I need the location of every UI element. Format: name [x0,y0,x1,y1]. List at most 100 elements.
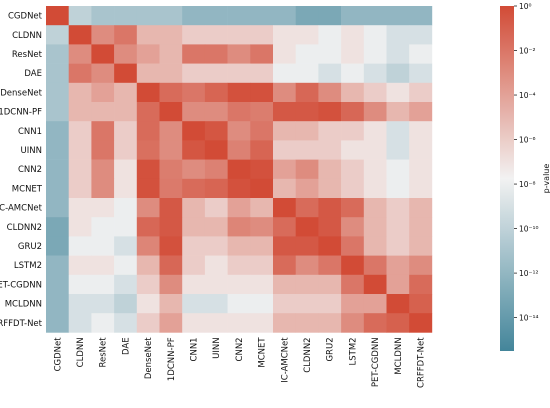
heatmap-cell [68,63,92,84]
heatmap-cell [68,274,92,295]
heatmap-cell [363,236,387,256]
heatmap-cell [136,255,160,276]
heatmap-cell [295,6,319,26]
heatmap-cell [136,198,160,218]
heatmap-cell [68,6,92,26]
heatmap-cell [409,121,433,141]
heatmap-cell [250,178,274,199]
heatmap-cell [68,159,92,180]
heatmap-cell [386,159,410,180]
heatmap-cell [273,82,296,103]
heatmap-cell [363,82,387,103]
heatmap-cell [318,102,342,122]
heatmap-cell [182,25,206,45]
heatmap-cell [273,313,296,333]
heatmap-cell [341,294,365,314]
heatmap-cell [46,140,69,160]
heatmap-cell [250,44,274,64]
heatmap-cell [227,178,251,199]
heatmap-cell [136,236,160,256]
heatmap-cell [273,159,296,180]
heatmap-cell [318,25,342,45]
column-label: LSTM2 [348,337,358,365]
heatmap-cell [250,255,274,276]
heatmap-cell [68,198,92,218]
heatmap-cell [68,313,92,333]
heatmap-cell [182,217,206,237]
heatmap-cell [386,294,410,314]
heatmap-cell [273,121,296,141]
heatmap-cell [363,198,387,218]
heatmap-cell [227,121,251,141]
heatmap-cell [182,140,206,160]
column-label: CNN1 [190,337,200,361]
column-label: CRFFDT-Net [417,337,427,388]
heatmap-cell [91,236,115,256]
heatmap-cell [182,198,206,218]
heatmap-cell [159,44,183,64]
column-labels: CGDNet CLDNN ResNet DAE DenseNet 1DCNN-PF CNN1… [53,337,426,388]
row-label: LSTM2 [14,261,42,271]
heatmap-cell [91,140,115,160]
heatmap-cell [363,255,387,276]
heatmap-cell [409,255,433,276]
heatmap-cell [204,6,228,26]
heatmap-cell [91,121,115,141]
heatmap-cell [386,44,410,64]
heatmap-cell [182,313,206,333]
heatmap-cell [250,236,274,256]
column-label: UINN [212,337,222,358]
heatmap-cell [91,6,115,26]
heatmap-cell [46,121,69,141]
heatmap-cell [363,140,387,160]
heatmap-cell [295,159,319,180]
heatmap-cell [341,102,365,122]
heatmap-cell [318,44,342,64]
heatmap-cell [68,82,92,103]
heatmap-cell [159,159,183,180]
heatmap-cell [46,294,69,314]
heatmap-cell [409,236,433,256]
heatmap-cell [227,140,251,160]
heatmap-cell [182,102,206,122]
heatmap-cell [295,140,319,160]
heatmap-cell [46,274,69,295]
row-label: CNN2 [18,165,42,175]
heatmap-cell [136,159,160,180]
heatmap-cell [114,159,138,180]
heatmap-cell [295,255,319,276]
heatmap-cell [204,63,228,84]
heatmap-cell [68,255,92,276]
heatmap-cell [295,63,319,84]
row-label: DAE [24,69,42,79]
heatmap-cell [227,217,251,237]
heatmap-cell [68,102,92,122]
heatmap-cell [363,121,387,141]
heatmap-cell [136,274,160,295]
row-label: 1DCNN-PF [0,108,42,118]
heatmap-cell [159,313,183,333]
heatmap-cell [318,63,342,84]
heatmap-cell [136,82,160,103]
heatmap-cell [114,236,138,256]
heatmap-cell [363,44,387,64]
heatmap-cell [91,178,115,199]
heatmap-cell [46,44,69,64]
heatmap-cell [182,159,206,180]
row-label: IC-AMCNet [0,204,43,214]
heatmap-cell [386,140,410,160]
heatmap-cell [204,44,228,64]
row-label: MCNET [12,184,43,194]
heatmap-cell [182,274,206,295]
heatmap-cell [114,82,138,103]
heatmap-cell [204,25,228,45]
heatmap-cell [136,313,160,333]
heatmap-cell [136,63,160,84]
heatmap-cell [182,178,206,199]
heatmap-cell [159,121,183,141]
heatmap-cell [114,274,138,295]
heatmap-cell [386,217,410,237]
row-label: CRFFDT-Net [0,319,43,329]
heatmap-cell [273,274,296,295]
